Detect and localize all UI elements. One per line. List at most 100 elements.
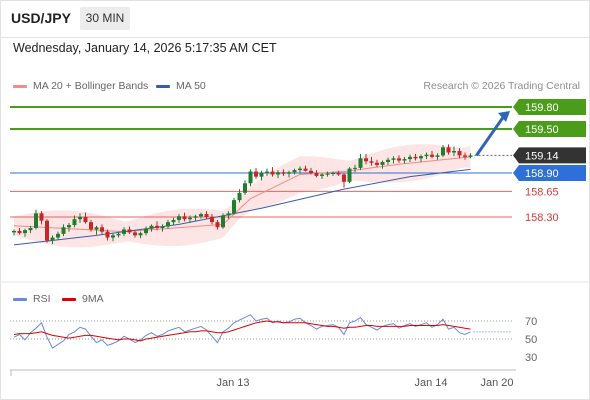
price-tag-159.80: 159.80 [513, 99, 586, 115]
legend-9ma: 9MA [62, 293, 104, 305]
ma20-line [13, 156, 471, 233]
candle-body [457, 151, 462, 156]
time-axis-label: Jan 20 [480, 377, 513, 389]
candle-body [336, 173, 341, 175]
candle-body [171, 219, 176, 223]
rsi-legend-label: RSI [33, 293, 51, 305]
candle-body [237, 192, 242, 201]
candle-body [314, 173, 319, 176]
candle-body [397, 158, 401, 161]
candle-body [408, 156, 412, 160]
candle-body [468, 155, 473, 157]
candle-body [94, 227, 99, 230]
candle-body [375, 162, 379, 165]
ma9-swatch [62, 297, 76, 301]
candle-body [232, 200, 236, 214]
candle-body [23, 230, 27, 234]
rsi-tick-30: 30 [525, 352, 537, 364]
price-tag-158.30: 158.30 [525, 212, 559, 224]
candle-body [452, 151, 456, 153]
candle-body [386, 159, 390, 162]
candle-body [303, 168, 308, 171]
candle-body [320, 174, 324, 176]
symbol-title: USD/JPY [11, 10, 71, 26]
candle-body [199, 214, 203, 217]
candle-body [309, 170, 313, 173]
candle-body [276, 172, 280, 175]
candle-body [254, 171, 258, 177]
price-tag-text: 159.50 [525, 124, 559, 136]
legend-ma50: MA 50 [156, 80, 206, 92]
time-axis-label: Jan 13 [216, 377, 249, 389]
candle-body [430, 154, 434, 157]
research-credit: Research © 2026 Trading Central [423, 80, 580, 92]
candle-body [446, 147, 451, 153]
candle-body [364, 158, 368, 162]
price-tag-158.65: 158.65 [525, 186, 559, 198]
candle-body [83, 217, 88, 223]
price-tag-bg [513, 165, 586, 181]
price-tag-159.50: 159.50 [513, 121, 586, 137]
candle-body [210, 217, 214, 223]
candle-body [342, 174, 346, 182]
candle-body [182, 216, 187, 220]
candle-body [160, 226, 165, 228]
candle-body [204, 214, 209, 217]
price-tag-text: 159.14 [525, 150, 559, 162]
timeframe-badge[interactable]: 30 MIN [80, 7, 130, 30]
time-axis-label: Jan 14 [414, 377, 447, 389]
legend-ma20: MA 20 + Bollinger Bands [13, 80, 148, 92]
ma9-legend-label: 9MA [82, 293, 104, 305]
candle-body [325, 173, 330, 175]
price-tag-159.14: 159.14 [513, 147, 586, 164]
candle-body [243, 183, 247, 193]
candle-body [177, 216, 181, 220]
legend-rsi: RSI [13, 293, 51, 305]
candle-body [166, 222, 170, 227]
candle-body [248, 171, 253, 184]
ma50-swatch [156, 84, 170, 88]
candle-body [353, 167, 357, 169]
candle-body [133, 232, 137, 236]
candle-body [122, 229, 126, 234]
candle-body [435, 155, 440, 157]
candle-body [358, 158, 363, 168]
candle-body [265, 171, 269, 173]
bollinger-band-fill [14, 144, 471, 248]
candle-body [89, 222, 93, 230]
candle-body [127, 229, 132, 233]
candle-body [380, 162, 385, 165]
header-divider [0, 37, 590, 38]
candle-body [413, 156, 418, 159]
candle-body [155, 225, 159, 228]
candle-body [270, 171, 275, 175]
candle-body [72, 219, 77, 226]
candle-body [144, 228, 148, 234]
candle-body [402, 159, 407, 161]
candle-body [100, 227, 104, 232]
candle-body [419, 156, 423, 159]
rsi-ma9-line [13, 320, 471, 342]
rsi-tick-70: 70 [525, 316, 537, 328]
candle-body [116, 233, 121, 236]
candle-body [56, 233, 60, 238]
ma50-legend-label: MA 50 [176, 80, 206, 92]
candle-body [78, 217, 82, 220]
candle-body [138, 233, 143, 236]
candle-body [424, 154, 429, 157]
candle-body [259, 173, 264, 177]
ma20-swatch [13, 84, 27, 88]
ma20-legend-label: MA 20 + Bollinger Bands [33, 80, 149, 92]
candle-body [221, 215, 225, 228]
candle-body [369, 161, 374, 163]
candle-body [298, 168, 302, 171]
candle-body [105, 231, 110, 238]
candle-body [50, 237, 55, 241]
price-tag-text: 158.90 [525, 168, 559, 180]
forecast-arrow-shaft [475, 115, 506, 157]
price-tag-text: 158.65 [525, 186, 559, 198]
candle-body [287, 172, 291, 174]
report-datetime: Wednesday, January 14, 2026 5:17:35 AM C… [13, 41, 277, 55]
rsi-tick-50: 50 [525, 334, 537, 346]
